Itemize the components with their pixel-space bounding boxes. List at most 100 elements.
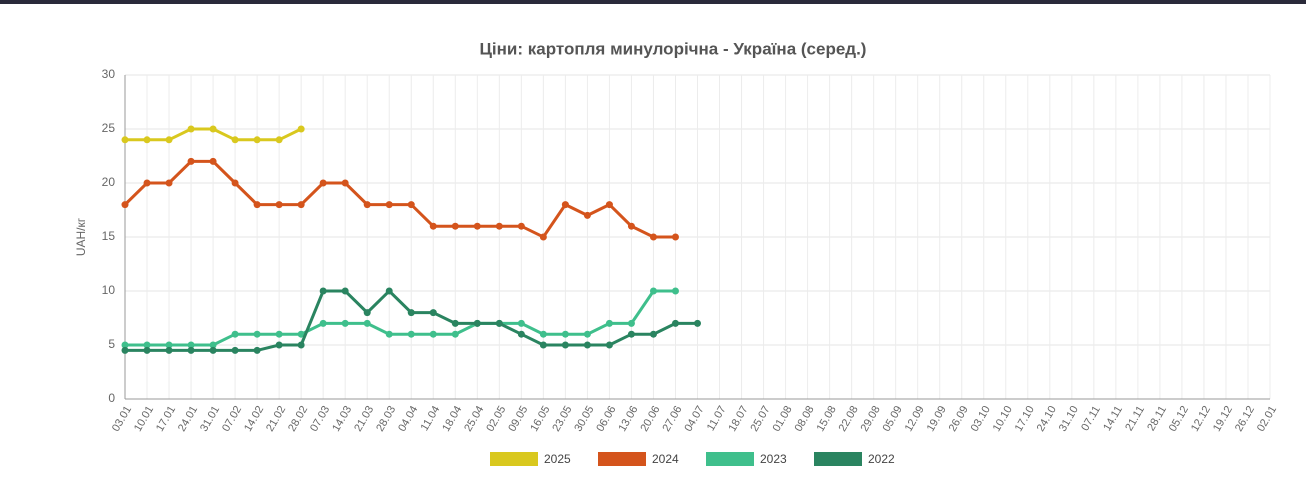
- data-point: [187, 341, 195, 349]
- data-point: [451, 319, 459, 327]
- data-point: [429, 222, 437, 230]
- data-point: [165, 346, 173, 354]
- data-point: [209, 346, 217, 354]
- x-tick-label: 23.05: [550, 404, 574, 434]
- x-tick-label: 19.09: [925, 404, 949, 434]
- data-point: [583, 330, 591, 338]
- data-point: [253, 330, 261, 338]
- y-tick-label: 0: [108, 391, 115, 405]
- x-tick-label: 15.08: [815, 404, 839, 434]
- data-point: [363, 201, 371, 209]
- data-point: [165, 179, 173, 187]
- data-point: [253, 136, 261, 144]
- data-point: [407, 330, 415, 338]
- data-point: [319, 319, 327, 327]
- data-point: [517, 222, 525, 230]
- data-point: [473, 222, 481, 230]
- data-point: [231, 330, 239, 338]
- x-tick-label: 07.02: [220, 404, 244, 434]
- x-tick-label: 30.05: [572, 404, 596, 434]
- x-tick-label: 16.05: [528, 404, 552, 434]
- data-point: [297, 341, 305, 349]
- y-tick-label: 20: [102, 175, 116, 189]
- data-point: [671, 319, 679, 327]
- data-point: [671, 287, 679, 295]
- x-tick-label: 17.01: [154, 404, 178, 434]
- data-point: [473, 319, 481, 327]
- y-tick-label: 30: [102, 67, 116, 81]
- x-tick-label: 14.02: [242, 404, 266, 434]
- data-point: [121, 201, 129, 209]
- x-tick-label: 01.08: [771, 404, 795, 434]
- data-point: [297, 330, 305, 338]
- data-point: [275, 341, 283, 349]
- y-tick-label: 15: [102, 229, 116, 243]
- data-point: [385, 287, 393, 295]
- x-tick-label: 14.03: [330, 404, 354, 434]
- y-tick-label: 25: [102, 121, 116, 135]
- x-tick-label: 28.03: [374, 404, 398, 434]
- data-point: [605, 319, 613, 327]
- legend-swatch: [814, 452, 862, 466]
- data-point: [341, 319, 349, 327]
- x-tick-label: 31.01: [198, 404, 222, 434]
- x-tick-label: 04.04: [396, 404, 420, 434]
- data-point: [165, 341, 173, 349]
- x-tick-label: 28.11: [1145, 404, 1169, 433]
- data-point: [517, 319, 525, 327]
- x-tick-label: 27.06: [660, 404, 684, 434]
- x-tick-label: 24.01: [176, 404, 200, 434]
- x-tick-label: 18.07: [726, 404, 750, 434]
- x-tick-label: 05.12: [1167, 404, 1191, 434]
- data-point: [363, 319, 371, 327]
- x-tick-label: 11.04: [419, 404, 443, 433]
- data-point: [495, 319, 503, 327]
- data-point: [121, 346, 129, 354]
- x-tick-label: 25.04: [462, 404, 486, 434]
- data-point: [627, 222, 635, 230]
- data-point: [143, 179, 151, 187]
- data-point: [187, 157, 195, 165]
- data-point: [209, 125, 217, 133]
- x-tick-label: 02.05: [484, 404, 508, 434]
- x-tick-label: 25.07: [749, 404, 773, 434]
- data-point: [539, 233, 547, 241]
- data-point: [429, 330, 437, 338]
- data-point: [341, 179, 349, 187]
- data-point: [319, 179, 327, 187]
- data-point: [231, 179, 239, 187]
- data-point: [495, 222, 503, 230]
- data-point: [385, 330, 393, 338]
- data-point: [605, 201, 613, 209]
- data-point: [319, 287, 327, 295]
- x-tick-label: 07.11: [1079, 404, 1103, 433]
- x-tick-label: 31.10: [1057, 404, 1081, 434]
- x-tick-label: 28.02: [286, 404, 310, 434]
- legend-label: 2024: [652, 452, 679, 466]
- data-point: [341, 287, 349, 295]
- x-tick-label: 02.01: [1255, 404, 1279, 434]
- data-point: [517, 330, 525, 338]
- x-tick-label: 19.12: [1211, 404, 1235, 434]
- data-point: [605, 341, 613, 349]
- x-tick-label: 20.06: [638, 404, 662, 434]
- legend-label: 2025: [544, 452, 571, 466]
- x-tick-label: 22.08: [837, 404, 861, 434]
- data-point: [671, 233, 679, 241]
- series-line: [123, 159, 676, 239]
- data-point: [209, 341, 217, 349]
- x-tick-label: 04.07: [682, 404, 706, 434]
- data-point: [627, 319, 635, 327]
- data-point: [561, 330, 569, 338]
- data-point: [275, 201, 283, 209]
- data-point: [649, 287, 657, 295]
- x-tick-label: 21.03: [352, 404, 376, 434]
- data-point: [407, 201, 415, 209]
- series-line: [125, 289, 676, 347]
- data-point: [121, 136, 129, 144]
- data-point: [143, 346, 151, 354]
- legend-swatch: [598, 452, 646, 466]
- data-point: [561, 201, 569, 209]
- x-tick-label: 24.10: [1035, 404, 1059, 434]
- data-point: [385, 201, 393, 209]
